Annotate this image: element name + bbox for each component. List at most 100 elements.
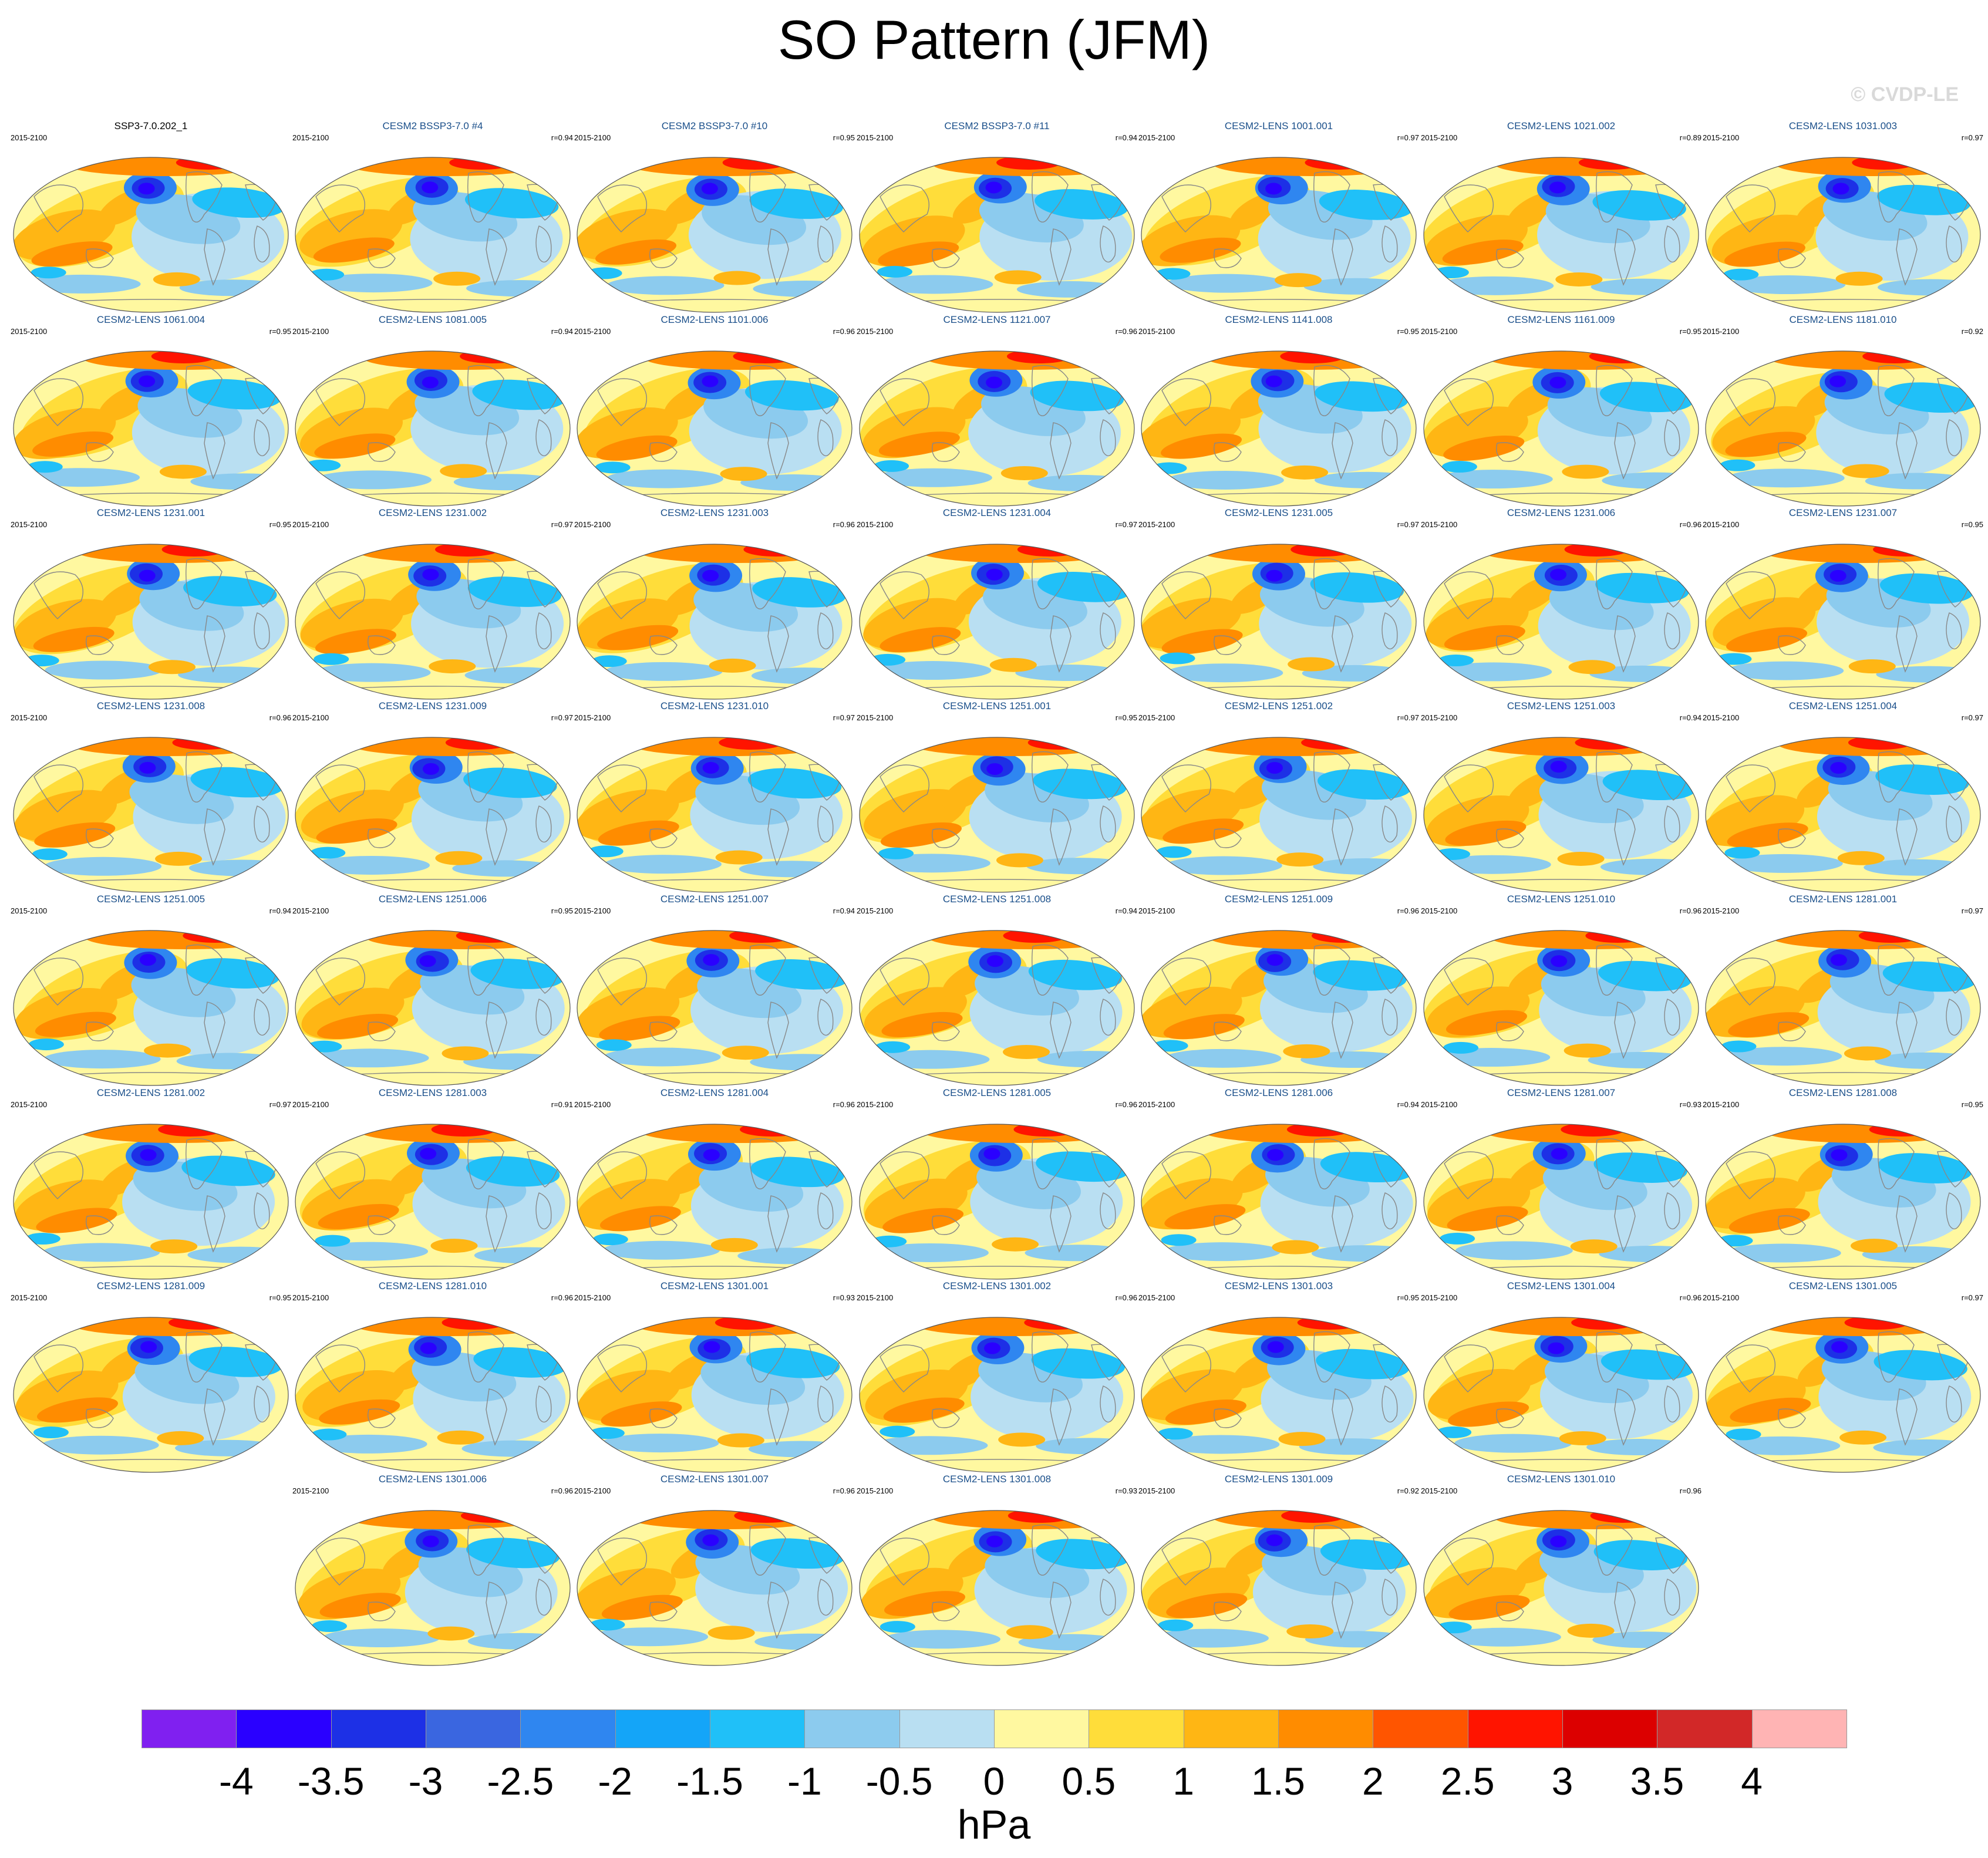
- coastline: [932, 248, 960, 268]
- coastline: [1444, 571, 1494, 619]
- map-panel: CESM2-LENS 1141.008 2015-2100 r=0.95: [1138, 314, 1419, 508]
- coastline: [597, 1344, 647, 1392]
- southern-band: [1027, 474, 1134, 491]
- southern-band: [1454, 1434, 1572, 1453]
- robinson-map: [1423, 930, 1699, 1086]
- map-frame: [1423, 1510, 1699, 1666]
- positive-anomaly: [884, 1591, 966, 1617]
- coastline: [368, 828, 396, 848]
- coastline: [1614, 1195, 1636, 1253]
- southern-band: [1283, 1044, 1330, 1058]
- panel-grid: SSP3-7.0.202_1 2015-2100 CESM2 BSSP3-7.0 #…: [11, 120, 1983, 1666]
- aleutian-low: [702, 761, 719, 774]
- southern-band: [144, 1043, 191, 1058]
- negative-anomaly: [1037, 572, 1131, 602]
- robinson-map: [13, 157, 289, 313]
- coastline: [649, 442, 678, 462]
- aleutian-low: [1548, 1342, 1565, 1354]
- robinson-map: [13, 1317, 289, 1473]
- negative-anomaly: [1874, 1350, 1967, 1381]
- map-frame: [859, 1317, 1135, 1473]
- arctic-high: [347, 157, 547, 176]
- map-panel: CESM2-LENS 1251.009 2015-2100 r=0.96: [1138, 893, 1419, 1087]
- negative-anomaly: [1320, 1152, 1414, 1183]
- panel-correlation: r=0.96: [1679, 906, 1701, 915]
- southern-band: [309, 268, 345, 281]
- arctic-high: [912, 737, 1112, 756]
- arctic-high: [183, 930, 248, 943]
- colorbar-tick-label: 3.5: [1630, 1759, 1684, 1803]
- southern-band: [433, 271, 481, 286]
- map-frame: [1423, 1317, 1699, 1473]
- colorbar-tick-label: 4: [1741, 1759, 1763, 1803]
- southern-band: [427, 1626, 475, 1641]
- coastline: [1382, 1579, 1398, 1616]
- coastline: [486, 1002, 507, 1059]
- map-frame: [1423, 930, 1699, 1086]
- negative-anomaly: [1030, 380, 1124, 412]
- southern-band: [604, 855, 722, 874]
- map-panel: CESM2-LENS 1231.004 2015-2100 r=0.97: [857, 507, 1137, 701]
- robinson-map: [13, 737, 289, 893]
- colorbar-tick-label: -0.5: [865, 1759, 933, 1803]
- coastline: [1726, 1344, 1775, 1392]
- coastline: [1161, 957, 1211, 1006]
- map-panel: CESM2-LENS 1281.005 2015-2100 r=0.96: [857, 1087, 1137, 1281]
- panel-correlation: r=0.97: [1961, 713, 1983, 722]
- panel-period: 2015-2100: [292, 1100, 329, 1109]
- coastline: [1946, 805, 1962, 843]
- coastline: [749, 944, 786, 996]
- coastline: [1050, 615, 1072, 673]
- robinson-map: [577, 1124, 853, 1280]
- map-frame: [1705, 930, 1981, 1086]
- southern-band: [442, 1046, 489, 1061]
- panel-correlation: r=0.97: [551, 713, 573, 722]
- coastline: [1382, 419, 1398, 457]
- coastline: [535, 1192, 552, 1230]
- colorbar-box: [1278, 1709, 1374, 1748]
- coastline: [1214, 828, 1242, 848]
- aleutian-low: [422, 568, 439, 581]
- panel-correlation: r=0.95: [1115, 713, 1137, 722]
- positive-anomaly: [880, 627, 961, 653]
- coastline: [1946, 1192, 1962, 1230]
- panel-correlation: r=0.95: [1397, 327, 1419, 336]
- southern-band: [1842, 464, 1889, 478]
- panel-title: CESM2-LENS 1001.001: [1224, 120, 1333, 131]
- aleutian-low: [1831, 1149, 1848, 1161]
- aleutian-low: [1831, 1341, 1848, 1353]
- positive-anomaly: [1448, 1594, 1530, 1620]
- aleutian-low: [422, 376, 439, 389]
- coastline: [1496, 442, 1524, 462]
- map-panel: CESM2-LENS 1281.001 2015-2100 r=0.97: [1703, 893, 1983, 1087]
- robinson-map: [295, 544, 571, 700]
- map-frame: [1705, 1317, 1981, 1473]
- coastline: [486, 808, 507, 866]
- robinson-map: [859, 930, 1135, 1086]
- coastline: [649, 248, 678, 268]
- coastline: [1664, 1192, 1680, 1230]
- coastline: [254, 225, 270, 263]
- arctic-high: [460, 351, 525, 363]
- map-panel: CESM2-LENS 1061.004 2015-2100 r=0.95: [11, 314, 291, 508]
- panel-period: 2015-2100: [574, 1293, 611, 1302]
- panel-period: 2015-2100: [1421, 1486, 1458, 1495]
- colorbar-tick-label: -1: [787, 1759, 822, 1803]
- negative-anomaly: [1316, 1348, 1410, 1380]
- aleutian-low: [702, 375, 719, 387]
- southern-band: [1725, 854, 1843, 873]
- panel-title: CESM2-LENS 1301.004: [1507, 1280, 1616, 1292]
- aleutian-low: [986, 955, 1003, 967]
- coastline: [649, 1408, 678, 1428]
- colorbar: [141, 1709, 1847, 1749]
- positive-anomaly: [1724, 241, 1805, 267]
- coastline: [1332, 1582, 1353, 1639]
- map-panel: CESM2-LENS 1251.003 2015-2100 r=0.94: [1421, 700, 1701, 894]
- coastline: [1161, 571, 1211, 619]
- coastline: [1596, 171, 1633, 222]
- colorbar-tick-label: 0.5: [1062, 1759, 1116, 1803]
- southern-band: [313, 663, 431, 682]
- coastline: [649, 1021, 678, 1041]
- colorbar-tick-label: -3: [408, 1759, 443, 1803]
- coastline: [535, 1579, 552, 1616]
